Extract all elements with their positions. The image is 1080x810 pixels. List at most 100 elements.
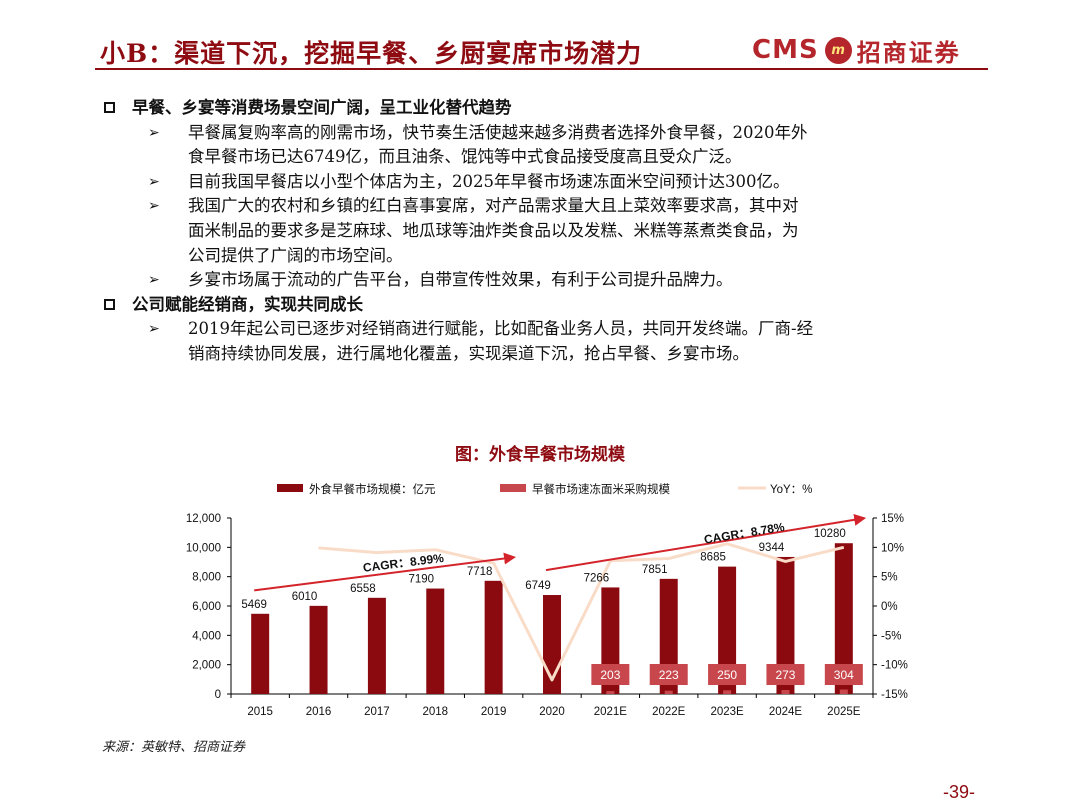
- page-number: -39-: [942, 782, 975, 802]
- bar: [251, 613, 270, 694]
- chart-title: 图：外食早餐市场规模: [455, 445, 625, 465]
- market-size-chart: 外食早餐市场规模：亿元 早餐市场速冻面米采购规模 YoY：% 0 2,000 4,000 6…: [186, 482, 908, 718]
- bar-value-label: 8685: [700, 552, 726, 564]
- bullet-line: 公司提供了广阔的市场空间。: [188, 245, 403, 265]
- legend-swatch: [500, 484, 526, 492]
- bar-value-label: 250: [717, 668, 737, 682]
- bar: [839, 689, 848, 694]
- bar: [664, 690, 673, 694]
- logo-mark-icon: m: [824, 36, 852, 64]
- bar-value-label: 7718: [467, 566, 493, 578]
- bar: [606, 691, 615, 694]
- section-heading-2: 公司赋能经销商，实现共同成长: [102, 293, 982, 318]
- y-tick-label: 6,000: [192, 601, 221, 613]
- arrow-bullet-icon: ➢: [148, 173, 160, 190]
- x-tick-label: 2022E: [652, 706, 686, 718]
- bullet-1-1: ➢ 早餐属复购率高的刚需市场，快节奏生活使越来越多消费者选择外食早餐，2020年…: [102, 121, 982, 170]
- value-box: [766, 664, 805, 685]
- body-content: 早餐、乡宴等消费场景空间广阔，呈工业化替代趋势 ➢ 早餐属复购率高的刚需市场，快…: [102, 96, 982, 367]
- legend-label: 早餐市场速冻面米采购规模: [532, 482, 670, 496]
- y-tick-label: 10,000: [186, 542, 221, 554]
- bar-value-label: 6010: [292, 591, 318, 603]
- cagr-arrow: [254, 552, 517, 592]
- value-box: [824, 664, 863, 685]
- bar-value-label: 203: [600, 668, 620, 682]
- bullet-line: 食早餐市场已达6749亿，而且油条、馄饨等中式食品接受度高且受众广泛。: [188, 147, 742, 167]
- cagr-arrow: [545, 513, 867, 572]
- y2-tick-label: 0%: [881, 601, 898, 613]
- y2-tick-label: 15%: [881, 513, 904, 525]
- y2-tick-label: -15%: [881, 689, 908, 701]
- source-note: 来源：英敏特、招商证券: [102, 740, 246, 755]
- bar-value-label: 304: [834, 668, 854, 682]
- legend-label: YoY：%: [770, 484, 812, 496]
- bullet-line: 2019年起公司已逐步对经销商进行赋能，比如配备业务人员，共同开发终端。厂商-经: [188, 319, 814, 339]
- bullet-line: 目前我国早餐店以小型个体店为主，2025年早餐市场速冻面米空间预计达300亿。: [188, 171, 790, 191]
- y-tick-label: 4,000: [192, 630, 221, 642]
- legend-label: 外食早餐市场规模：亿元: [309, 482, 436, 496]
- x-tick-label: 2018: [422, 706, 448, 718]
- section-heading-text: 早餐、乡宴等消费场景空间广阔，呈工业化替代趋势: [132, 98, 512, 117]
- bullet-1-4: ➢ 乡宴市场属于流动的广告平台，自带宣传性效果，有利于公司提升品牌力。: [102, 268, 982, 293]
- section-heading-1: 早餐、乡宴等消费场景空间广阔，呈工业化替代趋势: [102, 96, 982, 121]
- bar: [367, 597, 386, 694]
- value-box: [708, 664, 747, 685]
- bar-value-label: 223: [659, 668, 679, 682]
- bar: [718, 566, 737, 694]
- x-tick-label: 2021E: [594, 706, 628, 718]
- x-tick-label: 2019: [481, 706, 507, 718]
- square-bullet-icon: [104, 102, 115, 113]
- header-divider: [95, 68, 988, 70]
- bar-value-label: 10280: [814, 528, 846, 540]
- bullet-line: 乡宴市场属于流动的广告平台，自带宣传性效果，有利于公司提升品牌力。: [188, 270, 733, 290]
- bar-value-label: 7266: [584, 572, 610, 584]
- bar-value-label: 6749: [525, 580, 551, 592]
- y2-tick-label: 10%: [881, 542, 904, 554]
- arrow-bullet-icon: ➢: [148, 198, 160, 215]
- logo-text: CMS: [752, 35, 819, 65]
- bullet-line: 销商持续协同发展，进行属地化覆盖，实现渠道下沉，抢占早餐、乡宴市场。: [188, 343, 749, 363]
- value-box: [591, 664, 630, 685]
- y2-tick-label: 5%: [881, 572, 898, 584]
- bar: [834, 543, 853, 694]
- bar-value-label: 7190: [408, 574, 434, 586]
- arrow-bullet-icon: ➢: [148, 272, 160, 289]
- bullet-line: 我国广大的农村和乡镇的红白喜事宴席，对产品需求量大且上菜效率要求高，其中对: [188, 196, 799, 216]
- bullet-line: 面米制品的要求多是芝麻球、地瓜球等油炸类食品以及发糕、米糕等蒸煮类食品，为: [188, 220, 799, 240]
- bar: [723, 690, 732, 694]
- bar: [484, 580, 503, 694]
- bar: [309, 605, 328, 694]
- bar: [781, 689, 790, 694]
- bullet-line: 早餐属复购率高的刚需市场，快节奏生活使越来越多消费者选择外食早餐，2020年外: [188, 122, 808, 142]
- arrow-bullet-icon: ➢: [148, 124, 160, 141]
- logo-company-name: 招商证券: [856, 37, 961, 67]
- bar-value-label: 7851: [642, 564, 668, 576]
- yoy-line: [318, 542, 845, 682]
- y-tick-label: 8,000: [192, 572, 221, 584]
- value-box: [649, 664, 688, 685]
- header: 小B：渠道下沉，挖掘早餐、乡厨宴席市场潜力 CMS m 招商证券: [90, 30, 990, 70]
- x-tick-label: 2016: [306, 706, 332, 718]
- x-tick-label: 2015: [247, 706, 273, 718]
- legend-swatch: [277, 484, 303, 492]
- x-tick-label: 2024E: [769, 706, 803, 718]
- bar-value-label: 273: [775, 668, 795, 682]
- bar-value-label: 9344: [759, 542, 785, 554]
- bar: [776, 556, 795, 694]
- bar-value-label: 6558: [350, 583, 376, 595]
- x-tick-label: 2023E: [710, 706, 744, 718]
- y-tick-label: 2,000: [192, 660, 221, 672]
- bar: [426, 588, 445, 694]
- x-tick-label: 2025E: [827, 706, 861, 718]
- y2-tick-label: -5%: [881, 630, 901, 642]
- x-tick-label: 2020: [539, 706, 565, 718]
- page-title: 小B：渠道下沉，挖掘早餐、乡厨宴席市场潜力: [100, 39, 643, 68]
- section-heading-text: 公司赋能经销商，实现共同成长: [132, 294, 363, 314]
- bullet-1-3: ➢ 我国广大的农村和乡镇的红白喜事宴席，对产品需求量大且上菜效率要求高，其中对 …: [102, 194, 982, 268]
- bullet-2-1: ➢ 2019年起公司已逐步对经销商进行赋能，比如配备业务人员，共同开发终端。厂商…: [102, 317, 982, 366]
- y-tick-label: 0: [215, 689, 221, 701]
- y-tick-label: 12,000: [186, 513, 221, 525]
- x-tick-label: 2017: [364, 706, 390, 718]
- arrow-bullet-icon: ➢: [148, 321, 160, 338]
- y2-tick-label: -10%: [881, 660, 908, 672]
